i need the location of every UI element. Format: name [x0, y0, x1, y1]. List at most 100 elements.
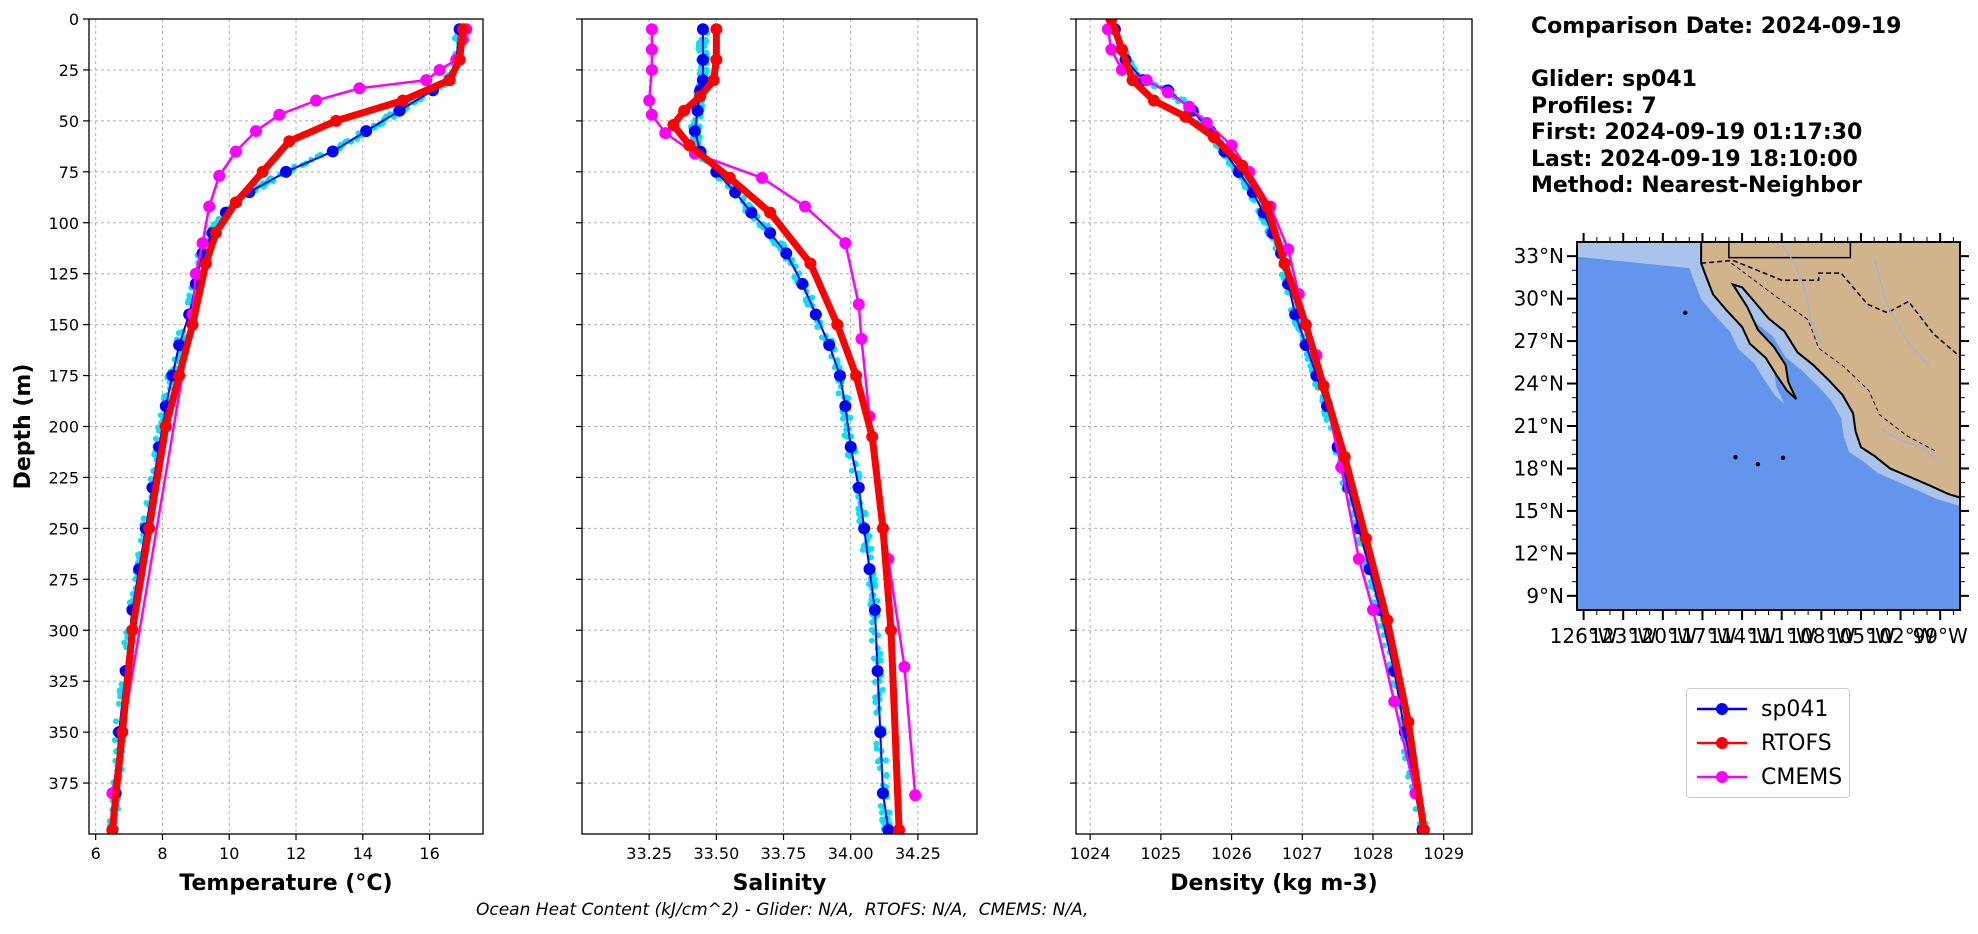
data-point-rtofs	[186, 318, 199, 331]
series-line-rtofs	[1108, 19, 1428, 831]
x-axis-label: Density (kg m-3)	[1170, 871, 1378, 896]
data-point-rtofs	[330, 114, 343, 127]
data-point-rtofs	[1115, 43, 1128, 56]
data-point-cmems	[213, 169, 226, 182]
x-axis-label: Salinity	[733, 871, 827, 896]
y-tick-label: 125	[48, 265, 79, 284]
glider-scatter-point	[152, 435, 159, 442]
data-point-sp041	[326, 145, 339, 158]
data-point-rtofs	[456, 23, 469, 36]
lon-label: 123°W	[1589, 624, 1657, 648]
glider-scatter-point	[117, 693, 124, 700]
data-point-rtofs	[1338, 451, 1351, 464]
data-point-rtofs	[1278, 257, 1291, 270]
data-point-rtofs	[396, 94, 409, 107]
data-point-cmems	[1388, 695, 1401, 708]
x-axis-label: Temperature (°C)	[179, 871, 392, 896]
data-point-rtofs	[1260, 200, 1273, 213]
legend-swatch	[1697, 771, 1747, 783]
profiles-count: Profiles: 7	[1531, 93, 1657, 119]
data-point-rtofs	[1147, 94, 1160, 107]
data-point-rtofs	[116, 726, 129, 739]
data-point-rtofs	[1381, 614, 1394, 627]
data-point-rtofs	[1359, 532, 1372, 545]
series-line-cmems	[1106, 28, 1417, 794]
data-point-rtofs	[1179, 110, 1192, 123]
lon-label: 114°W	[1708, 624, 1776, 648]
glider-scatter-point	[878, 809, 885, 816]
data-point-rtofs	[885, 624, 898, 637]
data-point-rtofs	[453, 53, 466, 66]
y-tick-label: 175	[48, 367, 79, 386]
data-point-sp041	[882, 823, 895, 834]
data-point-rtofs	[1417, 823, 1430, 834]
legend-item-sp041: sp041	[1695, 694, 1828, 724]
glider-scatter-point	[874, 597, 881, 604]
data-point-sp041	[858, 522, 871, 535]
lon-label: 120°W	[1629, 624, 1697, 648]
glider-scatter-point	[848, 467, 855, 474]
glider-scatter-point	[846, 453, 853, 460]
data-point-rtofs	[707, 74, 720, 87]
lat-label: 30°N	[1514, 287, 1564, 311]
lat-label: 27°N	[1514, 329, 1564, 353]
data-point-cmems	[420, 74, 433, 87]
data-point-rtofs	[443, 74, 456, 87]
data-point-cmems	[839, 237, 852, 250]
data-point-rtofs	[678, 104, 691, 117]
data-point-cmems	[196, 237, 209, 250]
data-point-rtofs	[159, 420, 172, 433]
y-tick-label: 275	[48, 570, 79, 589]
data-point-cmems	[645, 108, 658, 121]
data-point-rtofs	[143, 522, 156, 535]
glider-scatter-point	[113, 718, 120, 725]
data-point-rtofs	[764, 206, 777, 219]
lat-label: 18°N	[1514, 456, 1564, 480]
data-point-rtofs	[723, 171, 736, 184]
data-point-rtofs	[283, 135, 296, 148]
y-tick-label: 375	[48, 774, 79, 793]
x-tick-label: 34.00	[828, 844, 874, 863]
glider-scatter-point	[868, 637, 875, 644]
data-point-rtofs	[667, 118, 680, 131]
data-point-sp041	[745, 206, 758, 219]
glider-scatter-point	[1412, 806, 1419, 813]
data-point-sp041	[863, 563, 876, 576]
y-tick-label: 100	[48, 214, 79, 233]
lon-label: 99°W	[1913, 624, 1968, 648]
x-tick-label: 33.50	[693, 844, 739, 863]
data-point-cmems	[1140, 74, 1153, 87]
y-tick-label: 25	[59, 61, 79, 80]
legend-label: sp041	[1761, 696, 1829, 722]
x-tick-label: 1028	[1353, 844, 1394, 863]
glider-scatter-point	[696, 47, 703, 54]
data-point-cmems	[353, 82, 366, 95]
lon-label: 111°W	[1748, 624, 1816, 648]
lat-label: 9°N	[1526, 584, 1564, 608]
state-border	[1731, 262, 1937, 452]
x-tick-label: 12	[286, 844, 306, 863]
glider-scatter-point	[151, 451, 158, 458]
data-point-rtofs	[126, 624, 139, 637]
legend-swatch	[1697, 737, 1747, 749]
data-point-rtofs	[866, 430, 879, 443]
data-point-rtofs	[804, 257, 817, 270]
legend-swatch	[1697, 703, 1747, 715]
glider-scatter-point	[872, 694, 879, 701]
y-tick-label: 0	[69, 10, 79, 29]
glider-scatter-point	[883, 757, 890, 764]
data-point-rtofs	[876, 522, 889, 535]
data-point-cmems	[189, 267, 202, 280]
data-point-sp041	[852, 481, 865, 494]
glider-scatter-point	[1312, 381, 1319, 388]
data-point-rtofs	[1236, 159, 1249, 172]
data-point-rtofs	[1105, 19, 1118, 25]
data-point-cmems	[1161, 86, 1174, 99]
lat-label: 12°N	[1514, 541, 1564, 565]
glider-name: Glider: sp041	[1531, 67, 1697, 92]
data-point-rtofs	[229, 196, 242, 209]
data-point-cmems	[643, 94, 656, 107]
river	[1873, 258, 1931, 367]
data-point-sp041	[809, 308, 822, 321]
